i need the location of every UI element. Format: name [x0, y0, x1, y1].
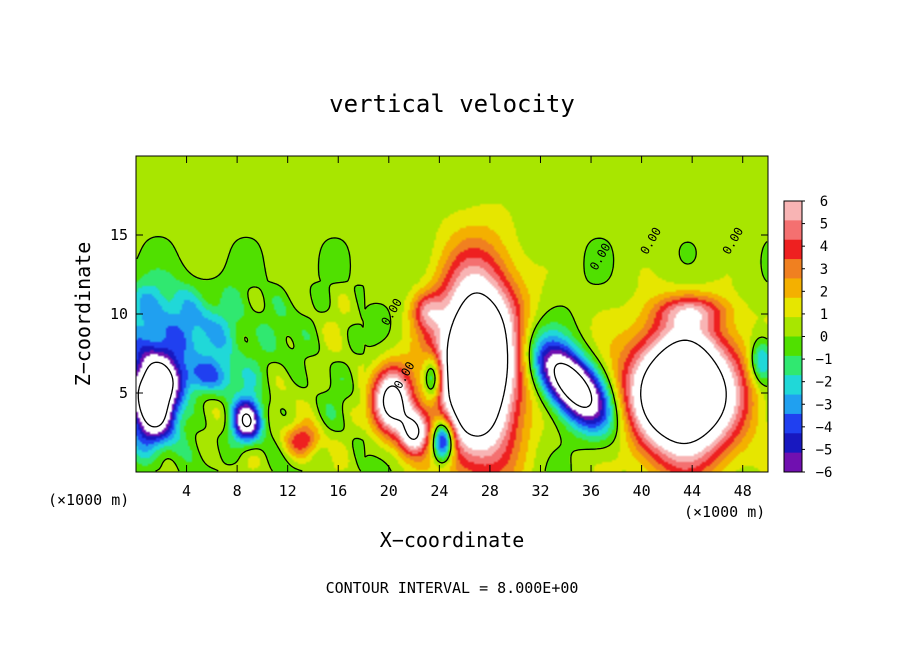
y-axis: 5 10 15: [110, 226, 768, 402]
colorbar-swatch: [784, 201, 802, 221]
colorbar-swatch: [784, 433, 802, 454]
colorbar-swatch: [784, 452, 802, 473]
x-tick-label: 48: [734, 482, 752, 500]
x-axis: 4 8 12 16 20 24 28 32 36 40 44 48: [182, 156, 752, 500]
colorbar-swatch: [784, 239, 802, 260]
velocity-field: [136, 156, 768, 472]
plot-area: 0.000.000.00 0.00 0.00: [135, 155, 769, 473]
colorbar-swatch: [784, 394, 802, 415]
colorbar-label: −3: [816, 397, 833, 413]
y-tick-label: 10: [110, 305, 128, 323]
x-tick-label: 40: [633, 482, 651, 500]
colorbar-label: −1: [816, 352, 833, 368]
x-tick-label: 16: [329, 482, 347, 500]
colorbar-swatch: [784, 220, 802, 241]
colorbar-label: 4: [820, 239, 828, 255]
colorbar-swatch: [784, 336, 802, 357]
y-axis-label: Z−coordinate: [71, 242, 95, 387]
colorbar-swatch: [784, 317, 802, 337]
colorbar-swatch: [784, 259, 802, 279]
colorbar-label: 0: [820, 330, 828, 346]
x-tick-label: 44: [683, 482, 701, 500]
x-tick-label: 8: [233, 482, 242, 500]
y-tick-label: 5: [119, 384, 128, 402]
x-unit-label-left: (×1000 m): [48, 491, 129, 509]
colorbar-swatch: [784, 278, 802, 299]
x-tick-label: 32: [531, 482, 549, 500]
colorbar-label: 6: [820, 194, 828, 210]
zero-contour-lines: [136, 236, 768, 472]
x-tick-label: 24: [430, 482, 448, 500]
colorbar-label: 2: [820, 284, 828, 300]
colorbar-swatch: [784, 297, 802, 318]
x-tick-label: 28: [481, 482, 499, 500]
colorbar: 6 5 4 3 2 1 0 −1 −2 −3 −4 −5 −6: [783, 194, 833, 481]
colorbar-swatch: [784, 355, 802, 376]
x-unit-label-right: (×1000 m): [684, 503, 765, 521]
x-tick-label: 36: [582, 482, 600, 500]
colorbar-label: −2: [816, 375, 833, 391]
chart-title: vertical velocity: [329, 90, 575, 118]
colorbar-label: 3: [820, 262, 828, 278]
x-tick-label: 12: [279, 482, 297, 500]
contour-path: [136, 236, 768, 472]
colorbar-label: −5: [816, 442, 833, 458]
colorbar-label: 1: [820, 307, 828, 323]
contour-interval-footer: CONTOUR INTERVAL = 8.000E+00: [326, 579, 579, 597]
colorbar-label: −6: [816, 465, 833, 481]
x-axis-label: X−coordinate: [380, 528, 525, 552]
colorbar-label: 5: [820, 217, 828, 233]
x-tick-label: 20: [380, 482, 398, 500]
x-tick-label: 4: [182, 482, 191, 500]
colorbar-label: −4: [816, 420, 833, 436]
colorbar-swatch: [784, 413, 802, 434]
y-tick-label: 15: [110, 226, 128, 244]
colorbar-swatch: [784, 375, 802, 396]
